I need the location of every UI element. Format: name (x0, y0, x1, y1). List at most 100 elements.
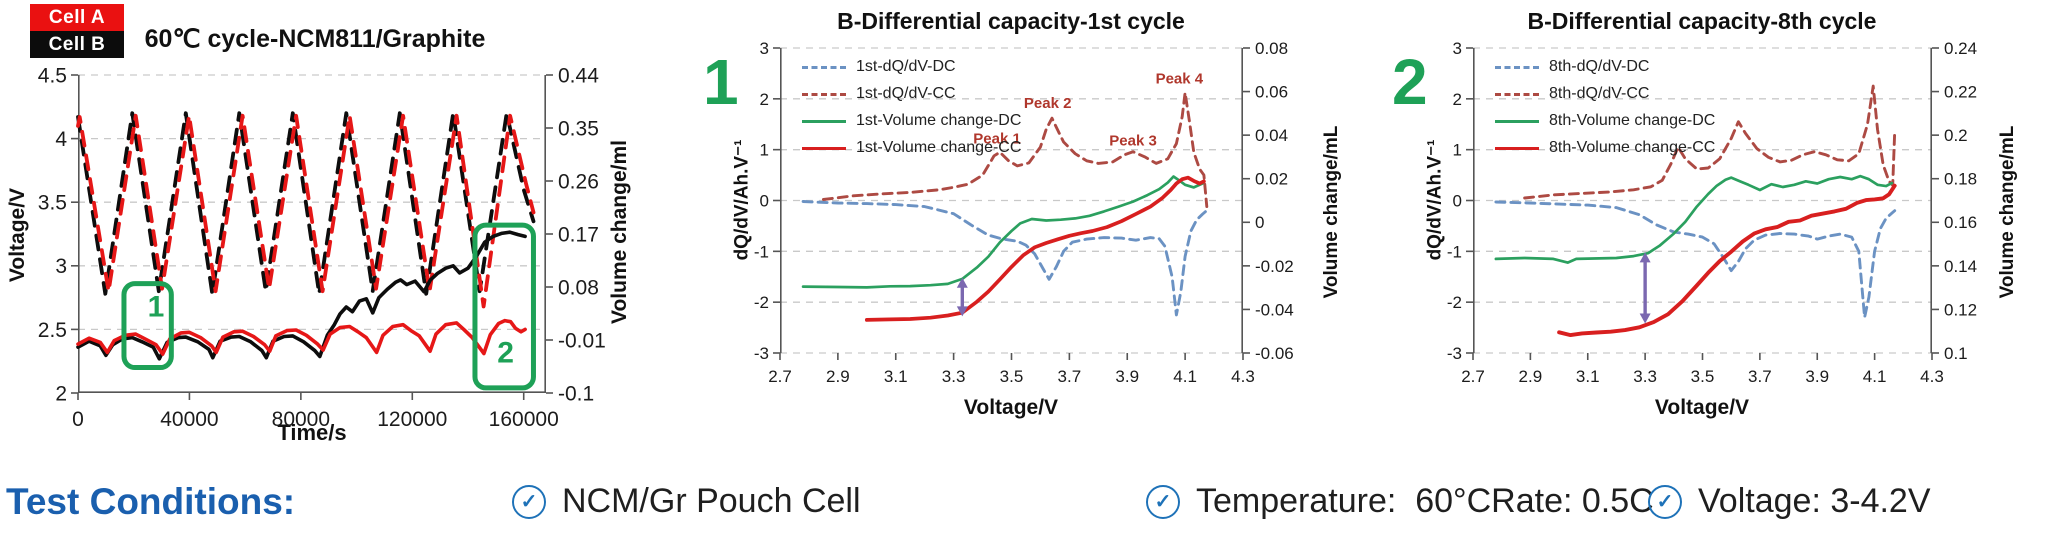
series-8th-dq-dv-cc (1523, 84, 1897, 200)
svg-text:80000: 80000 (272, 408, 330, 431)
svg-text:2.9: 2.9 (1519, 367, 1543, 386)
middle-chart-xlabel: Voltage/V (963, 396, 1059, 419)
series-8th-dq-dv-dc (1494, 200, 1897, 319)
svg-text:0.22: 0.22 (1944, 83, 1977, 102)
svg-text:3.3: 3.3 (942, 367, 966, 386)
legend-line-swatch (1495, 92, 1539, 96)
svg-text:-3: -3 (1447, 344, 1462, 363)
legend-entry: 1st-dQ/dV-CC (802, 84, 1021, 104)
legend-chip-cell-a-label: Cell A (48, 6, 106, 28)
check-circle-icon: ✓ (512, 484, 546, 519)
svg-text:0.24: 0.24 (1944, 39, 1977, 58)
svg-text:0.14: 0.14 (1944, 257, 1977, 276)
series-8th-volume-change-dc (1494, 174, 1894, 264)
svg-text:3.9: 3.9 (1805, 367, 1829, 386)
legend-entry: 8th-Volume change-CC (1495, 138, 1715, 158)
left-chart-ylabel: Voltage/V (6, 187, 29, 283)
condition-item-cell: ✓ NCM/Gr Pouch Cell (512, 482, 861, 521)
svg-text:0.35: 0.35 (558, 117, 599, 140)
left-chart-title: 60℃ cycle-NCM811/Graphite (144, 25, 486, 53)
svg-text:0.04: 0.04 (1255, 126, 1288, 145)
section-number-1: 1 (703, 46, 739, 118)
svg-text:0.08: 0.08 (1255, 39, 1288, 58)
svg-text:4.1: 4.1 (1863, 367, 1887, 386)
svg-text:0.12: 0.12 (1944, 300, 1977, 319)
svg-text:120000: 120000 (377, 408, 447, 431)
legend-entry-label: 1st-Volume change-CC (856, 139, 1022, 156)
svg-text:0.1: 0.1 (1944, 344, 1968, 363)
svg-text:40000: 40000 (160, 408, 218, 431)
svg-text:0.17: 0.17 (558, 223, 599, 246)
right-chart-xlabel: Voltage/V (1654, 396, 1750, 419)
legend-chip-cell-b: Cell B (30, 31, 124, 58)
legend-entry-label: 8th-Volume change-CC (1549, 139, 1716, 156)
svg-text:0: 0 (72, 408, 84, 431)
legend-entry-label: 8th-dQ/dV-DC (1549, 58, 1650, 75)
legend-line-swatch (802, 92, 846, 96)
legend-entry-label: 8th-dQ/dV-CC (1549, 85, 1650, 102)
svg-text:2: 2 (497, 336, 514, 369)
legend-line-swatch (1495, 146, 1539, 150)
right-chart-title: B-Differential capacity-8th cycle (1527, 8, 1877, 34)
test-conditions-label: Test Conditions: (6, 481, 296, 522)
middle-chart-plot: -3 -2 -1 0 1 2 3 -0.06 -0.04 -0.02 0 0.02 0.04 0.06 0.… (754, 39, 1294, 386)
svg-text:2: 2 (1453, 90, 1462, 109)
legend-entry: 1st-Volume change-CC (802, 138, 1021, 158)
svg-text:0.18: 0.18 (1944, 170, 1977, 189)
legend-entry: 1st-Volume change-DC (802, 111, 1021, 131)
svg-text:2: 2 (760, 90, 769, 109)
cell-legend: Cell A Cell B (30, 4, 124, 58)
svg-text:0: 0 (1453, 191, 1462, 210)
svg-text:3.1: 3.1 (884, 367, 908, 386)
svg-text:1: 1 (1453, 141, 1462, 160)
legend-entry-label: 1st-Volume change-DC (856, 112, 1022, 129)
middle-chart-legend: 1st-dQ/dV-DC 1st-dQ/dV-CC 1st-Volume chang… (802, 57, 1021, 158)
svg-text:0.16: 0.16 (1944, 213, 1977, 232)
svg-text:2.5: 2.5 (38, 319, 67, 342)
svg-text:-0.01: -0.01 (558, 329, 606, 352)
svg-text:-2: -2 (1447, 293, 1462, 312)
series-cell-a-volume-change (76, 318, 527, 356)
svg-text:3.5: 3.5 (1691, 367, 1715, 386)
series-1st-dq-dv-cc (821, 91, 1209, 209)
right-chart-legend: 8th-dQ/dV-DC 8th-dQ/dV-CC 8th-Volume chang… (1495, 57, 1715, 158)
svg-text:4.5: 4.5 (38, 64, 67, 87)
right-chart-ylabel-right: Volume change/mL (1997, 125, 2018, 299)
svg-text:3: 3 (760, 39, 769, 58)
svg-text:2.7: 2.7 (768, 367, 792, 386)
svg-text:0.26: 0.26 (558, 170, 599, 193)
section-number-2: 2 (1392, 46, 1428, 118)
left-chart-xlabel: Time/s (277, 420, 347, 445)
svg-text:3: 3 (55, 255, 67, 278)
legend-line-swatch (802, 65, 846, 69)
svg-text:Peak 3: Peak 3 (1109, 133, 1157, 150)
legend-line-swatch (802, 119, 846, 123)
legend-entry: 1st-dQ/dV-DC (802, 57, 1021, 77)
middle-chart-title: B-Differential capacity-1st cycle (837, 8, 1185, 34)
svg-text:3.1: 3.1 (1576, 367, 1600, 386)
svg-text:Peak 2: Peak 2 (1024, 95, 1072, 112)
svg-text:1: 1 (760, 141, 769, 160)
svg-text:Peak 4: Peak 4 (1156, 71, 1204, 88)
legend-entry-label: 8th-Volume change-DC (1549, 112, 1716, 129)
svg-text:-1: -1 (754, 242, 769, 261)
condition-item-temperature: ✓ Temperature: 60°CRate: 0.5C (1146, 482, 1654, 521)
svg-text:0.08: 0.08 (558, 276, 599, 299)
svg-text:0.44: 0.44 (558, 64, 599, 87)
svg-text:3.3: 3.3 (1633, 367, 1657, 386)
svg-text:3.7: 3.7 (1058, 367, 1082, 386)
svg-text:4.3: 4.3 (1231, 367, 1255, 386)
legend-entry: 8th-dQ/dV-CC (1495, 84, 1715, 104)
svg-text:2: 2 (55, 382, 67, 405)
svg-text:-3: -3 (754, 344, 769, 363)
svg-text:-0.06: -0.06 (1255, 344, 1294, 363)
svg-text:0.2: 0.2 (1944, 126, 1968, 145)
svg-text:3.9: 3.9 (1115, 367, 1139, 386)
legend-entry-label: 1st-dQ/dV-DC (856, 58, 956, 75)
svg-text:-1: -1 (1447, 242, 1462, 261)
legend-line-swatch (1495, 119, 1539, 123)
svg-text:0.06: 0.06 (1255, 83, 1288, 102)
series-cell-a-voltage (76, 113, 536, 309)
right-chart-plot: -3 -2 -1 0 1 2 3 0.1 0.12 0.14 0.16 0.18 0.2 0.22 0.24… (1447, 39, 1977, 386)
